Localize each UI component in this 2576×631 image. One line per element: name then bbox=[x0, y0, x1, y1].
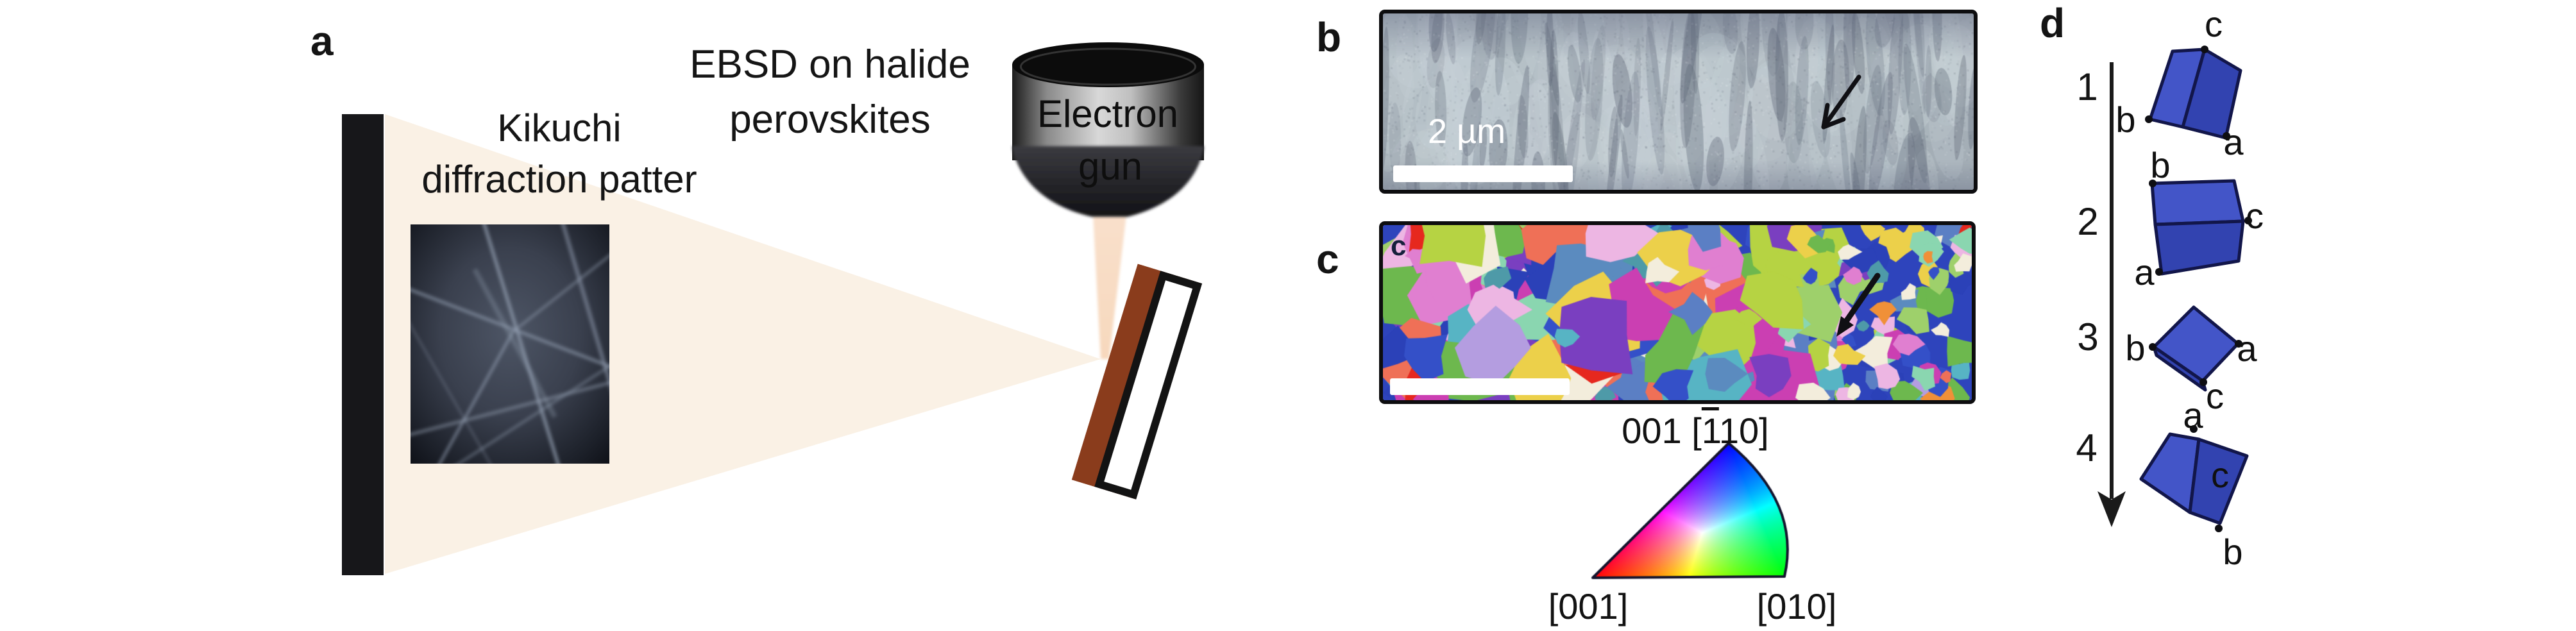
ebsd-orientation-map bbox=[1379, 221, 1976, 404]
panel-label-c: c bbox=[1316, 236, 1339, 282]
gun-label-line2: gun bbox=[1078, 145, 1143, 188]
kikuchi-bands bbox=[411, 224, 609, 464]
sem-image bbox=[1379, 10, 1978, 194]
cube-axis-label-b: b bbox=[2150, 145, 2171, 185]
cube-axis-label-c: c bbox=[2211, 455, 2229, 495]
panel-label-d: d bbox=[2040, 0, 2065, 46]
cube-axis-label-a: a bbox=[2223, 122, 2244, 162]
figure-title-line1: EBSD on halide bbox=[690, 42, 970, 87]
kikuchi-pattern-image bbox=[411, 224, 609, 464]
cube3-top-face bbox=[2152, 305, 2240, 383]
map-scalebar bbox=[1390, 378, 1570, 395]
cube-axis-label-c: c bbox=[2246, 196, 2264, 236]
figure-title: EBSD on halide perovskites bbox=[670, 37, 990, 147]
ebsd-map-canvas bbox=[1383, 225, 1972, 400]
cube2-top-face bbox=[2150, 179, 2245, 226]
detector-caption-line2: diffraction patter bbox=[421, 158, 697, 201]
step-number-3: 3 bbox=[2077, 316, 2099, 358]
ipf-overbar-digit: 1 bbox=[1701, 410, 1719, 451]
cube-axis-label-b: b bbox=[2115, 99, 2136, 140]
cube-axis-label-b: b bbox=[2125, 328, 2146, 368]
cube-axis-label-a: a bbox=[2134, 252, 2155, 292]
cube-axis-label-c: c bbox=[2206, 376, 2224, 416]
electron-beam bbox=[1093, 215, 1126, 359]
cube-axis-label-a: a bbox=[2237, 328, 2257, 369]
sem-texture-canvas bbox=[1383, 13, 1974, 190]
cube2-bottom-face bbox=[2153, 219, 2245, 276]
panel-label-b: b bbox=[1316, 14, 1342, 60]
orientation-sequence-arrow bbox=[2097, 62, 2126, 527]
detector-caption: Kikuchi diffraction patter bbox=[380, 103, 739, 205]
ipf-bottom-left-label: [001] bbox=[1548, 586, 1629, 627]
map-watermark: c bbox=[1391, 230, 1407, 262]
ipf-color-triangle bbox=[1584, 436, 1806, 587]
step-number-4: 4 bbox=[2076, 426, 2097, 469]
panel-label-a: a bbox=[310, 18, 334, 64]
cube-axis-label-a: a bbox=[2183, 395, 2203, 435]
map-arrow bbox=[1836, 273, 1881, 337]
step-number-2: 2 bbox=[2077, 200, 2099, 243]
cube-axis-label-c: c bbox=[2205, 4, 2223, 44]
cube4-right-face bbox=[2188, 437, 2249, 525]
cube-axis-label-b: b bbox=[2223, 532, 2243, 572]
unit-cell-cubes bbox=[2139, 47, 2249, 525]
ipf-top-label: 001 [110] bbox=[1622, 410, 1769, 451]
step-number-1: 1 bbox=[2076, 65, 2098, 108]
sem-scalebar-text: 2 µm bbox=[1428, 112, 1506, 151]
electron-gun bbox=[1012, 42, 1204, 217]
sample-substrate bbox=[1094, 271, 1203, 500]
detector-caption-line1: Kikuchi bbox=[497, 106, 622, 149]
sample bbox=[1071, 264, 1203, 500]
figure-title-line2: perovskites bbox=[729, 97, 931, 142]
cube-axis-dots bbox=[2145, 46, 2252, 532]
detector-screen bbox=[342, 114, 384, 575]
cube3-edge-face bbox=[2152, 345, 2207, 392]
sem-arrow bbox=[1821, 74, 1861, 130]
ipf-bottom-right-label: [010] bbox=[1756, 586, 1837, 627]
gun-label-line1: Electron bbox=[1037, 92, 1179, 135]
sem-scalebar bbox=[1393, 165, 1573, 182]
